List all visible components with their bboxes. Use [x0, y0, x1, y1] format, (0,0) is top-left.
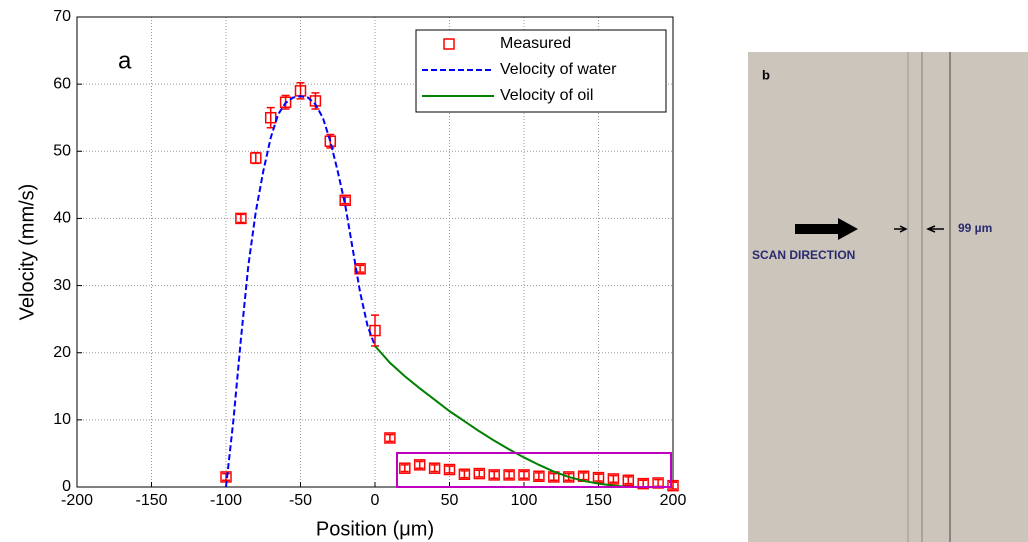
data-point — [622, 474, 635, 487]
data-point — [488, 469, 500, 481]
data-point — [637, 477, 649, 490]
data-point — [279, 96, 292, 109]
data-point — [235, 212, 247, 225]
error-bar — [222, 472, 230, 482]
panel-label: b — [762, 67, 770, 82]
error-bar — [609, 474, 618, 484]
data-point — [562, 471, 575, 483]
error-bar — [624, 476, 633, 485]
y-axis-label: Velocity (mm/s) — [16, 184, 38, 321]
x-tick-label: 0 — [371, 492, 380, 509]
data-point — [250, 152, 262, 164]
photo — [748, 52, 1028, 542]
width-label: 99 µm — [958, 221, 992, 235]
panel-label: a — [118, 47, 132, 74]
x-tick-label: -150 — [135, 492, 167, 509]
error-bar — [520, 470, 528, 480]
data-point — [667, 479, 679, 492]
data-point — [518, 469, 530, 481]
y-tick-label: 20 — [53, 344, 71, 361]
y-tick-label: 10 — [53, 411, 71, 428]
data-point — [264, 111, 277, 124]
legend-label: Velocity of oil — [500, 87, 593, 104]
error-bar — [236, 213, 245, 224]
y-tick-label: 30 — [53, 277, 71, 294]
line — [225, 95, 376, 488]
width-arrow — [926, 225, 944, 233]
error-bar — [594, 473, 603, 482]
error-bar — [460, 470, 469, 479]
data-point — [339, 194, 351, 207]
width-arrow — [894, 225, 908, 233]
error-bar — [505, 470, 514, 480]
data-point — [533, 470, 545, 483]
data-point — [384, 432, 396, 444]
y-tick-label: 40 — [53, 210, 71, 227]
x-tick-label: -100 — [210, 492, 242, 509]
error-bar — [385, 433, 394, 443]
y-tick-label: 0 — [62, 478, 71, 495]
line — [374, 345, 629, 488]
data-point — [607, 473, 620, 485]
data-point — [592, 471, 605, 484]
x-axis-label: Position (μm) — [316, 518, 434, 540]
axes-frame — [76, 16, 674, 488]
highlight-box — [396, 452, 672, 488]
error-bar — [475, 469, 484, 478]
legend-symbol — [443, 38, 455, 50]
legend-label: Velocity of water — [500, 61, 617, 78]
x-tick-label: -50 — [289, 492, 312, 509]
legend-box — [415, 29, 667, 113]
scan-arrow — [795, 218, 858, 240]
y-tick-label: 50 — [53, 143, 71, 160]
data-point — [413, 459, 426, 471]
error-bar — [415, 460, 424, 469]
x-tick-label: 100 — [511, 492, 538, 509]
error-bar — [534, 472, 543, 481]
data-point — [399, 462, 411, 474]
x-tick-label: 150 — [585, 492, 612, 509]
x-tick-label: 50 — [441, 492, 459, 509]
legend-label: Measured — [500, 35, 571, 52]
error-bar — [400, 464, 409, 473]
photo-panel: b SCAN DIRECTION 99 µm — [748, 52, 1028, 542]
data-point — [473, 467, 486, 480]
y-tick-label: 70 — [53, 8, 71, 25]
scan-direction-label: SCAN DIRECTION — [752, 248, 855, 262]
error-bar — [341, 196, 350, 205]
x-tick-label: -200 — [61, 492, 93, 509]
error-bar — [445, 465, 454, 474]
data-point — [458, 468, 471, 480]
data-point — [443, 463, 456, 476]
data-point — [428, 462, 441, 474]
data-point — [324, 135, 337, 147]
data-point — [503, 469, 515, 481]
error-bar — [490, 470, 499, 480]
x-tick-label: 200 — [660, 492, 687, 509]
y-tick-label: 60 — [53, 75, 71, 92]
error-bar — [430, 464, 439, 473]
